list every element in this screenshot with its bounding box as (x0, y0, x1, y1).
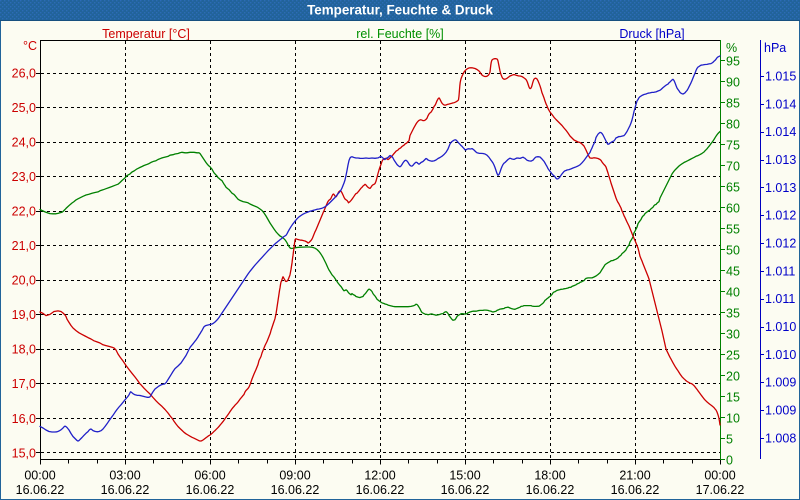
svg-text:45: 45 (726, 265, 740, 279)
svg-text:°C: °C (23, 39, 37, 53)
svg-text:%: % (726, 41, 737, 55)
svg-text:hPa: hPa (764, 41, 786, 55)
svg-text:19,0: 19,0 (12, 308, 36, 322)
svg-text:16.06.22: 16.06.22 (356, 483, 405, 497)
svg-text:15: 15 (726, 391, 740, 405)
svg-text:17.06.22: 17.06.22 (696, 483, 745, 497)
svg-text:16.06.22: 16.06.22 (186, 483, 235, 497)
svg-text:Druck [hPa]: Druck [hPa] (619, 27, 684, 41)
svg-text:17,0: 17,0 (12, 377, 36, 391)
svg-text:40: 40 (726, 286, 740, 300)
svg-text:16.06.22: 16.06.22 (526, 483, 575, 497)
svg-text:15,0: 15,0 (12, 446, 36, 460)
svg-text:16.06.22: 16.06.22 (271, 483, 320, 497)
svg-text:1.013: 1.013 (765, 181, 796, 195)
svg-text:1.009: 1.009 (765, 404, 796, 418)
svg-text:21,0: 21,0 (12, 239, 36, 253)
svg-text:1.012: 1.012 (765, 209, 796, 223)
svg-text:00:00: 00:00 (24, 469, 55, 483)
svg-text:26,0: 26,0 (12, 67, 36, 81)
svg-text:24,0: 24,0 (12, 136, 36, 150)
svg-text:Temperatur, Feuchte & Druck: Temperatur, Feuchte & Druck (307, 3, 493, 18)
svg-text:25: 25 (726, 349, 740, 363)
svg-text:23,0: 23,0 (12, 170, 36, 184)
svg-text:12:00: 12:00 (364, 469, 395, 483)
svg-text:80: 80 (726, 118, 740, 132)
svg-text:1.013: 1.013 (765, 153, 796, 167)
svg-text:60: 60 (726, 202, 740, 216)
svg-text:1.010: 1.010 (765, 348, 796, 362)
svg-text:50: 50 (726, 244, 740, 258)
svg-text:5: 5 (726, 433, 733, 447)
svg-text:1.010: 1.010 (765, 320, 796, 334)
svg-text:03:00: 03:00 (109, 469, 140, 483)
svg-text:16.06.22: 16.06.22 (101, 483, 150, 497)
svg-text:06:00: 06:00 (194, 469, 225, 483)
svg-text:15:00: 15:00 (449, 469, 480, 483)
svg-text:16.06.22: 16.06.22 (441, 483, 490, 497)
svg-text:25,0: 25,0 (12, 101, 36, 115)
svg-text:0: 0 (726, 454, 733, 468)
svg-text:65: 65 (726, 181, 740, 195)
svg-text:85: 85 (726, 97, 740, 111)
svg-text:1.011: 1.011 (765, 264, 795, 278)
svg-text:20,0: 20,0 (12, 274, 36, 288)
svg-text:1.012: 1.012 (765, 237, 796, 251)
svg-text:22,0: 22,0 (12, 205, 36, 219)
svg-text:1.011: 1.011 (765, 292, 795, 306)
svg-text:90: 90 (726, 76, 740, 90)
svg-text:00:00: 00:00 (704, 469, 735, 483)
svg-text:Temperatur [°C]: Temperatur [°C] (102, 27, 190, 41)
svg-text:1.014: 1.014 (765, 97, 796, 111)
svg-text:30: 30 (726, 328, 740, 342)
svg-text:10: 10 (726, 412, 740, 426)
svg-text:21:00: 21:00 (619, 469, 650, 483)
svg-text:09:00: 09:00 (279, 469, 310, 483)
svg-text:16.06.22: 16.06.22 (16, 483, 65, 497)
svg-text:1.015: 1.015 (765, 70, 796, 84)
svg-text:18,0: 18,0 (12, 343, 36, 357)
svg-text:20: 20 (726, 370, 740, 384)
svg-text:1.009: 1.009 (765, 376, 796, 390)
svg-text:55: 55 (726, 223, 740, 237)
svg-text:1.008: 1.008 (765, 431, 796, 445)
svg-text:18:00: 18:00 (534, 469, 565, 483)
svg-text:16.06.22: 16.06.22 (611, 483, 660, 497)
svg-text:75: 75 (726, 139, 740, 153)
svg-text:rel. Feuchte [%]: rel. Feuchte [%] (356, 27, 444, 41)
svg-text:1.014: 1.014 (765, 125, 796, 139)
svg-text:95: 95 (726, 55, 740, 69)
svg-text:35: 35 (726, 307, 740, 321)
svg-text:70: 70 (726, 160, 740, 174)
svg-text:16,0: 16,0 (12, 412, 36, 426)
